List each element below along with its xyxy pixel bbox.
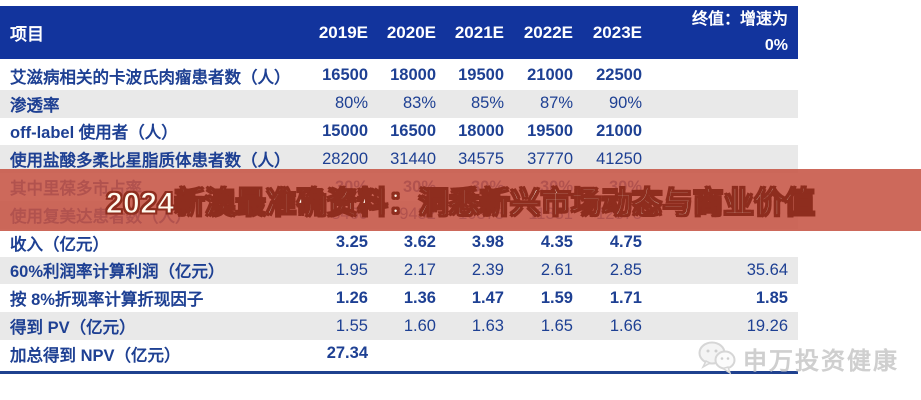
row-value: 2.39 (471, 260, 504, 279)
column-header-year-2022E: 2022E (523, 22, 573, 42)
row-value: 1.65 (540, 316, 573, 335)
row-value: 37770 (527, 149, 573, 168)
row-label: 艾滋病相关的卡波氏肉瘤患者数（人） (10, 68, 291, 87)
column-header-year-2021E: 2021E (454, 22, 504, 42)
row-value: 1.66 (609, 316, 642, 335)
column-header-year-2019E: 2019E (318, 22, 368, 42)
table-bottom-border (0, 371, 798, 374)
row-value: 90% (608, 94, 642, 113)
column-header-year-2020E: 2020E (386, 22, 436, 42)
table-row: 渗透率 80% 83% 85% 87% 90% (0, 89, 798, 118)
table-row: 60%利润率计算利润（亿元） 1.95 2.17 2.39 2.61 2.85 35.64 (0, 256, 798, 285)
row-value: 83% (402, 94, 436, 113)
row-label: 按 8%折现率计算折现因子 (10, 291, 204, 310)
row-value: 22500 (596, 66, 642, 85)
row-label: 收入（亿元） (10, 235, 109, 254)
row-value: 15000 (322, 121, 368, 140)
brand-watermark: 申万投资健康 (697, 340, 899, 376)
row-value: 1.71 (609, 288, 642, 307)
row-value: 34575 (458, 149, 504, 168)
row-value: 1.59 (540, 288, 573, 307)
table-row: 得到 PV（亿元） 1.55 1.60 1.63 1.65 1.66 19.26 (0, 312, 798, 340)
row-value: 87% (539, 94, 573, 113)
row-value: 1.60 (403, 316, 436, 335)
column-header-terminal: 终值：增速为 0% (691, 10, 788, 54)
row-value: 85% (470, 94, 504, 113)
row-value: 41250 (596, 149, 642, 168)
table-header-row: 项目 2019E 2020E 2021E 2022E 2023E 终值：增速为 0% (0, 6, 798, 59)
table-row: 使用盐酸多柔比星脂质体患者数（人） 28200 31440 34575 37770 412… (0, 145, 798, 174)
row-value: 16500 (322, 66, 368, 85)
row-value: 3.98 (471, 233, 504, 252)
table-row: 加总得到 NPV（亿元） 27.34 (0, 340, 798, 368)
row-value: 19500 (527, 121, 573, 140)
row-terminal-value: 35.64 (746, 260, 788, 279)
table-row: 艾滋病相关的卡波氏肉瘤患者数（人） 16500 18000 19500 21000 225… (0, 62, 798, 90)
table-row: 收入（亿元） 3.25 3.62 3.98 4.35 4.75 (0, 229, 798, 257)
row-value: 1.95 (335, 260, 368, 279)
row-value: 4.35 (540, 233, 573, 252)
row-value: 1.26 (335, 288, 368, 307)
row-value: 3.62 (403, 233, 436, 252)
row-value: 80% (334, 94, 368, 113)
row-value: 1.47 (471, 288, 504, 307)
row-value: 19500 (458, 66, 504, 85)
watermark-text: 申万投资健康 (743, 347, 899, 375)
row-value: 21000 (527, 66, 573, 85)
row-value: 1.63 (471, 316, 504, 335)
row-label: 渗透率 (10, 96, 60, 115)
row-value: 18000 (458, 121, 504, 140)
row-value: 16500 (390, 121, 436, 140)
row-value: 2.85 (609, 260, 642, 279)
row-label: off-label 使用者（人） (10, 124, 178, 143)
row-label: 使用盐酸多柔比星脂质体患者数（人） (10, 152, 291, 171)
row-value: 21000 (596, 121, 642, 140)
table-row: off-label 使用者（人） 15000 16500 18000 19500 2100… (0, 118, 798, 146)
banner-text: 2024新澳最准确资料：洞悉新兴市场动态与商业价值 (105, 186, 816, 220)
watermark-banner: 2024新澳最准确资料：洞悉新兴市场动态与商业价值 (0, 169, 921, 231)
row-value: 4.75 (609, 233, 642, 252)
row-value: 18000 (390, 66, 436, 85)
row-value: 31440 (390, 149, 436, 168)
row-label: 得到 PV（亿元） (10, 319, 136, 338)
row-value: 1.55 (335, 316, 368, 335)
column-header-year-2023E: 2023E (592, 22, 642, 42)
row-terminal-value: 19.26 (746, 316, 788, 335)
row-value: 27.34 (326, 344, 368, 363)
row-value: 2.61 (540, 260, 573, 279)
row-value: 1.36 (403, 288, 436, 307)
row-label: 60%利润率计算利润（亿元） (10, 263, 225, 282)
row-terminal-value: 1.85 (755, 288, 788, 307)
wechat-icon (697, 340, 737, 376)
column-header-item: 项目 (10, 25, 44, 44)
row-value: 28200 (322, 149, 368, 168)
row-value: 2.17 (403, 260, 436, 279)
row-label: 加总得到 NPV（亿元） (10, 346, 181, 365)
table-row: 按 8%折现率计算折现因子 1.26 1.36 1.47 1.59 1.71 1.85 (0, 284, 798, 312)
row-value: 3.25 (335, 233, 368, 252)
